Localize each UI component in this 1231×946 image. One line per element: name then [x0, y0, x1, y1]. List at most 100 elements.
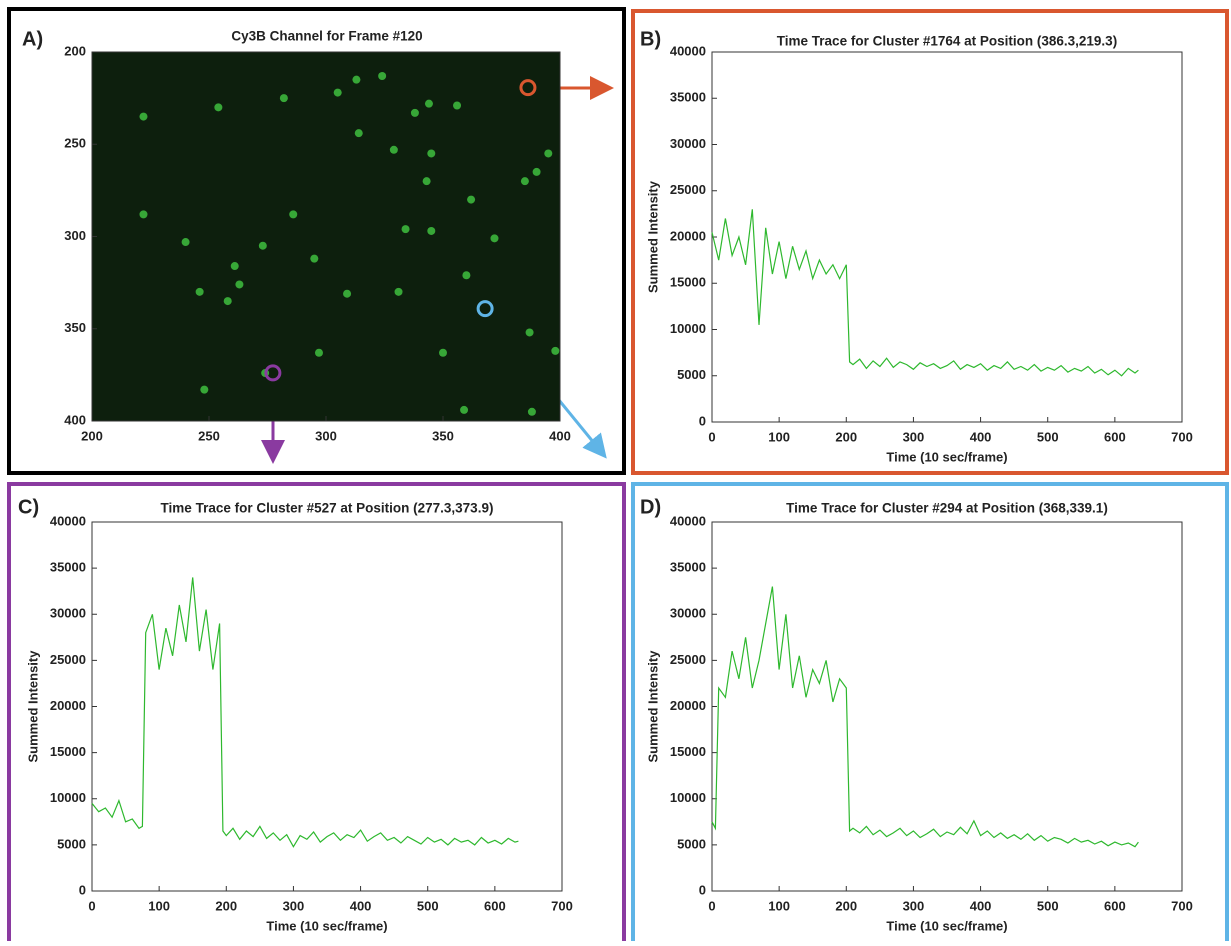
spot	[310, 255, 318, 263]
y-tick-label: 20000	[670, 228, 706, 243]
spot	[200, 386, 208, 394]
y-tick-label: 20000	[670, 698, 706, 713]
y-tick-label: 35000	[50, 560, 86, 575]
x-tick-label: 500	[1037, 429, 1059, 444]
spot	[467, 196, 475, 204]
spot	[378, 72, 386, 80]
x-tick-label: 0	[708, 429, 715, 444]
spot	[439, 349, 447, 357]
x-tick-label: 100	[768, 898, 790, 913]
x-tick-label: 0	[88, 898, 95, 913]
spot	[355, 129, 363, 137]
chart-title: Time Trace for Cluster #1764 at Position…	[777, 34, 1117, 49]
x-tick-label: 400	[970, 898, 992, 913]
y-tick-label: 10000	[670, 321, 706, 336]
x-tick-label: 700	[1171, 898, 1193, 913]
y-tick-label: 25000	[670, 182, 706, 197]
spot	[411, 109, 419, 117]
chart-title: Time Trace for Cluster #527 at Position …	[161, 501, 494, 516]
spot	[425, 100, 433, 108]
spot	[343, 290, 351, 298]
spot	[139, 210, 147, 218]
x-tick-label: 300	[315, 428, 337, 443]
spot	[551, 347, 559, 355]
x-tick-label: 400	[549, 428, 571, 443]
spot	[214, 103, 222, 111]
spot	[521, 177, 529, 185]
y-tick-label: 25000	[50, 652, 86, 667]
panel-label: D)	[640, 496, 661, 518]
spot	[490, 234, 498, 242]
panel-label: B)	[640, 28, 661, 50]
chart-title: Time Trace for Cluster #294 at Position …	[786, 501, 1108, 516]
x-tick-label: 300	[903, 429, 925, 444]
y-tick-label: 35000	[670, 90, 706, 105]
spot	[462, 271, 470, 279]
y-axis-label: Summed Intensity	[25, 650, 40, 763]
y-tick-label: 5000	[677, 836, 706, 851]
spot	[224, 297, 232, 305]
x-tick-label: 200	[81, 428, 103, 443]
y-tick-label: 30000	[670, 606, 706, 621]
x-tick-label: 600	[1104, 898, 1126, 913]
y-tick-label: 35000	[670, 560, 706, 575]
panel-label: A)	[22, 28, 43, 50]
y-tick-label: 5000	[57, 836, 86, 851]
spot	[528, 408, 536, 416]
plot-area	[712, 522, 1182, 891]
spot	[235, 280, 243, 288]
y-tick-label: 40000	[670, 43, 706, 58]
spot	[427, 149, 435, 157]
x-tick-label: 300	[283, 898, 305, 913]
y-axis-label: Summed Intensity	[645, 650, 660, 763]
y-tick-label: 400	[64, 412, 86, 427]
y-tick-label: 10000	[670, 790, 706, 805]
x-tick-label: 200	[835, 898, 857, 913]
y-axis-label: Summed Intensity	[645, 180, 660, 293]
spot	[533, 168, 541, 176]
figure: A)Cy3B Channel for Frame #12020025030035…	[0, 0, 1231, 941]
spot	[182, 238, 190, 246]
spot	[289, 210, 297, 218]
x-tick-label: 400	[970, 429, 992, 444]
plot-area	[92, 52, 560, 421]
x-axis-label: Time (10 sec/frame)	[266, 918, 387, 933]
x-tick-label: 700	[551, 898, 573, 913]
x-tick-label: 250	[198, 428, 220, 443]
spot	[315, 349, 323, 357]
spot	[334, 89, 342, 97]
spot	[139, 113, 147, 121]
spot	[395, 288, 403, 296]
spot	[352, 76, 360, 84]
x-tick-label: 300	[903, 898, 925, 913]
x-tick-label: 400	[350, 898, 372, 913]
y-tick-label: 0	[699, 882, 706, 897]
spot	[453, 102, 461, 110]
x-tick-label: 350	[432, 428, 454, 443]
plot-area	[92, 522, 562, 891]
y-tick-label: 250	[64, 136, 86, 151]
x-tick-label: 100	[768, 429, 790, 444]
y-tick-label: 5000	[677, 367, 706, 382]
y-tick-label: 15000	[670, 744, 706, 759]
x-tick-label: 200	[835, 429, 857, 444]
x-tick-label: 0	[708, 898, 715, 913]
spot	[196, 288, 204, 296]
y-tick-label: 30000	[50, 606, 86, 621]
spot	[390, 146, 398, 154]
y-tick-label: 350	[64, 320, 86, 335]
panel-label: C)	[18, 496, 39, 518]
plot-area	[712, 52, 1182, 422]
spot	[402, 225, 410, 233]
y-tick-label: 15000	[670, 275, 706, 290]
y-tick-label: 0	[699, 413, 706, 428]
x-tick-label: 200	[215, 898, 237, 913]
spot	[460, 406, 468, 414]
y-tick-label: 10000	[50, 790, 86, 805]
x-axis-label: Time (10 sec/frame)	[886, 918, 1007, 933]
y-tick-label: 300	[64, 228, 86, 243]
spot	[231, 262, 239, 270]
y-tick-label: 200	[64, 43, 86, 58]
y-tick-label: 30000	[670, 136, 706, 151]
x-axis-label: Time (10 sec/frame)	[886, 449, 1007, 464]
